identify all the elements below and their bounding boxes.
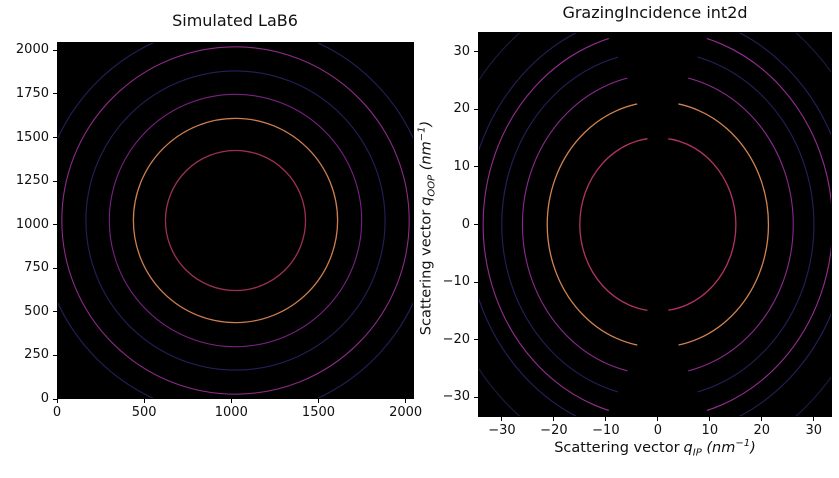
ylabel-subscript: OOP [426,174,438,197]
right-x-ticklabel: 0 [653,423,662,438]
right-y-tickmark [474,339,478,341]
left-rings-svg [58,43,413,398]
xlabel-open-paren: ( [706,439,713,456]
ylabel-close-paren: ) [418,120,435,127]
right-x-tickmark [813,417,815,421]
left-x-tickmark [56,399,58,403]
right-plot-title: GrazingIncidence int2d [562,3,748,22]
right-y-ticklabel: 30 [453,43,470,59]
left-y-tickmark [53,137,57,139]
left-y-tickmark [53,224,57,226]
left-y-ticklabel: 1000 [15,216,49,232]
right-xaxis-label: Scattering vector qIP (nm−1) [554,438,756,459]
left-y-ticklabel: 0 [40,391,49,406]
left-plot-area [57,42,414,399]
ylabel-symbol: q [418,196,435,206]
left-x-tickmark [230,399,232,403]
left-plot-title: Simulated LaB6 [172,11,298,30]
right-x-ticklabel: −10 [592,423,620,438]
right-y-ticklabel: 20 [453,101,470,117]
right-y-tickmark [474,224,478,225]
xlabel-exponent: −1 [735,438,751,449]
left-y-tickmark [53,49,57,51]
left-x-ticklabel: 1000 [214,405,248,420]
left-y-tickmark [53,398,57,400]
left-x-ticklabel: 500 [131,405,157,420]
right-x-ticklabel: 30 [805,423,823,438]
left-y-tickmark [53,267,57,269]
left-x-tickmark [317,399,319,403]
right-y-tickmark [474,396,478,398]
left-y-ticklabel: 2000 [15,42,49,58]
left-y-tickmark [53,311,57,313]
right-x-tickmark [501,417,503,421]
xlabel-symbol: q [683,439,693,456]
xlabel-unit: nm [712,439,736,456]
left-y-tickmark [53,93,57,95]
left-y-tickmark [53,354,57,356]
right-x-ticklabel: 10 [701,423,719,438]
left-y-ticklabel: 1500 [15,129,49,145]
right-x-ticklabel: 20 [753,423,771,438]
left-x-ticklabel: 2000 [389,405,423,420]
right-y-ticklabel: 10 [453,158,470,174]
right-rings-svg [479,33,831,416]
right-x-tickmark [553,417,555,421]
right-y-tickmark [474,166,478,168]
right-x-ticklabel: −30 [488,423,516,438]
right-x-tickmark [761,417,763,421]
right-y-tickmark [474,108,478,110]
right-plot-area [478,32,832,417]
left-y-tickmark [53,180,57,182]
left-y-ticklabel: 750 [24,260,49,276]
xlabel-subscript: IP [692,447,702,459]
left-y-ticklabel: 250 [24,347,49,363]
ylabel-exponent: −1 [416,126,428,142]
right-y-ticklabel: 0 [461,216,470,232]
xlabel-text: Scattering vector [554,439,680,456]
right-y-tickmark [474,51,478,53]
right-x-tickmark [605,417,607,421]
xlabel-close-paren: ) [750,439,756,456]
left-x-tickmark [405,399,407,403]
right-x-tickmark [657,417,659,421]
right-y-tickmark [474,281,478,283]
left-x-ticklabel: 0 [52,405,62,420]
left-y-ticklabel: 1750 [15,85,49,101]
right-y-ticklabel: −30 [442,389,470,405]
right-y-ticklabel: −20 [442,331,470,347]
left-x-tickmark [143,399,145,403]
right-x-ticklabel: −20 [540,423,568,438]
left-x-ticklabel: 1500 [301,405,336,420]
left-y-ticklabel: 1250 [15,173,49,189]
right-y-ticklabel: −10 [442,274,470,290]
left-y-ticklabel: 500 [24,303,49,319]
right-x-tickmark [709,417,711,421]
